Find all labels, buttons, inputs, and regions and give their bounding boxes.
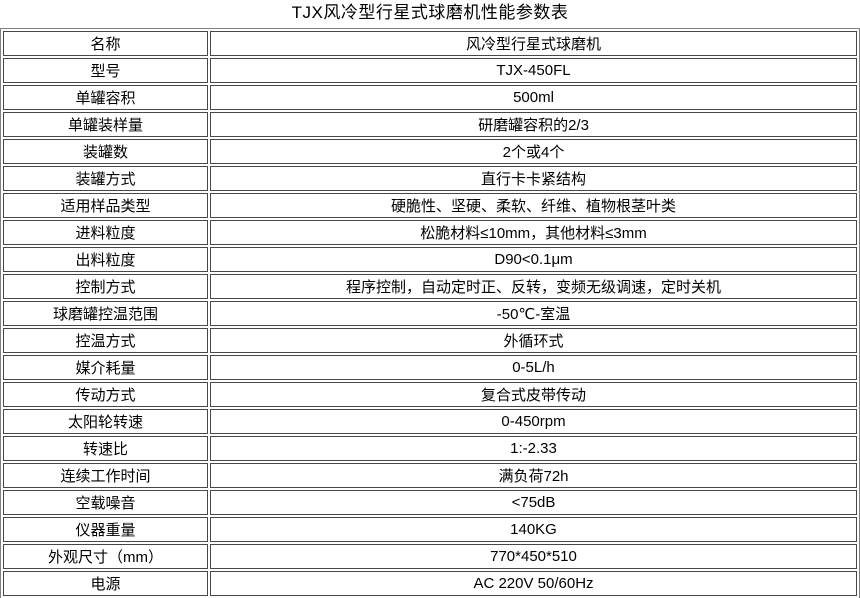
spec-table-body: 名称 风冷型行星式球磨机 型号 TJX-450FL 单罐容积 500ml 单罐装… <box>3 31 857 596</box>
param-name-cell: 单罐装样量 <box>3 112 208 137</box>
param-name-cell: 空载噪音 <box>3 490 208 515</box>
table-row: 空载噪音 <75dB <box>3 490 857 515</box>
param-name-cell: 连续工作时间 <box>3 463 208 488</box>
param-value-cell: -50℃-室温 <box>210 301 857 326</box>
param-value-cell: TJX-450FL <box>210 58 857 83</box>
table-row: 球磨罐控温范围 -50℃-室温 <box>3 301 857 326</box>
table-row: 传动方式 复合式皮带传动 <box>3 382 857 407</box>
param-value-cell: 2个或4个 <box>210 139 857 164</box>
param-value-cell: 风冷型行星式球磨机 <box>210 31 857 56</box>
table-row: 控温方式 外循环式 <box>3 328 857 353</box>
param-name-cell: 单罐容积 <box>3 85 208 110</box>
table-row: 单罐容积 500ml <box>3 85 857 110</box>
table-row: 控制方式 程序控制，自动定时正、反转，变频无级调速，定时关机 <box>3 274 857 299</box>
param-name-cell: 装罐数 <box>3 139 208 164</box>
table-row: 适用样品类型 硬脆性、坚硬、柔软、纤维、植物根茎叶类 <box>3 193 857 218</box>
param-name-cell: 进料粒度 <box>3 220 208 245</box>
param-value-cell: 松脆材料≤10mm，其他材料≤3mm <box>210 220 857 245</box>
table-row: 名称 风冷型行星式球磨机 <box>3 31 857 56</box>
param-value-cell: 硬脆性、坚硬、柔软、纤维、植物根茎叶类 <box>210 193 857 218</box>
param-name-cell: 球磨罐控温范围 <box>3 301 208 326</box>
param-value-cell: <75dB <box>210 490 857 515</box>
table-row: 媒介耗量 0-5L/h <box>3 355 857 380</box>
param-value-cell: 直行卡卡紧结构 <box>210 166 857 191</box>
param-value-cell: 外循环式 <box>210 328 857 353</box>
table-row: 仪器重量 140KG <box>3 517 857 542</box>
param-name-cell: 转速比 <box>3 436 208 461</box>
param-value-cell: 500ml <box>210 85 857 110</box>
table-row: 装罐数 2个或4个 <box>3 139 857 164</box>
param-name-cell: 外观尺寸（mm） <box>3 544 208 569</box>
table-row: 型号 TJX-450FL <box>3 58 857 83</box>
param-name-cell: 型号 <box>3 58 208 83</box>
param-name-cell: 电源 <box>3 571 208 596</box>
param-name-cell: 控温方式 <box>3 328 208 353</box>
table-row: 太阳轮转速 0-450rpm <box>3 409 857 434</box>
param-name-cell: 名称 <box>3 31 208 56</box>
table-row: 单罐装样量 研磨罐容积的2/3 <box>3 112 857 137</box>
table-row: 转速比 1:-2.33 <box>3 436 857 461</box>
param-name-cell: 出料粒度 <box>3 247 208 272</box>
param-name-cell: 媒介耗量 <box>3 355 208 380</box>
param-name-cell: 适用样品类型 <box>3 193 208 218</box>
param-value-cell: 140KG <box>210 517 857 542</box>
param-value-cell: AC 220V 50/60Hz <box>210 571 857 596</box>
param-value-cell: 研磨罐容积的2/3 <box>210 112 857 137</box>
spec-table: 名称 风冷型行星式球磨机 型号 TJX-450FL 单罐容积 500ml 单罐装… <box>0 28 860 598</box>
param-name-cell: 装罐方式 <box>3 166 208 191</box>
param-name-cell: 控制方式 <box>3 274 208 299</box>
table-row: 连续工作时间 满负荷72h <box>3 463 857 488</box>
param-value-cell: 0-5L/h <box>210 355 857 380</box>
table-row: 出料粒度 D90<0.1μm <box>3 247 857 272</box>
param-value-cell: 0-450rpm <box>210 409 857 434</box>
param-name-cell: 仪器重量 <box>3 517 208 542</box>
table-row: 电源 AC 220V 50/60Hz <box>3 571 857 596</box>
param-value-cell: 程序控制，自动定时正、反转，变频无级调速，定时关机 <box>210 274 857 299</box>
param-value-cell: 复合式皮带传动 <box>210 382 857 407</box>
param-name-cell: 太阳轮转速 <box>3 409 208 434</box>
param-value-cell: 满负荷72h <box>210 463 857 488</box>
param-name-cell: 传动方式 <box>3 382 208 407</box>
table-row: 装罐方式 直行卡卡紧结构 <box>3 166 857 191</box>
param-value-cell: D90<0.1μm <box>210 247 857 272</box>
page-title: TJX风冷型行星式球磨机性能参数表 <box>291 3 569 22</box>
table-row: 进料粒度 松脆材料≤10mm，其他材料≤3mm <box>3 220 857 245</box>
param-value-cell: 1:-2.33 <box>210 436 857 461</box>
param-value-cell: 770*450*510 <box>210 544 857 569</box>
table-row: 外观尺寸（mm） 770*450*510 <box>3 544 857 569</box>
